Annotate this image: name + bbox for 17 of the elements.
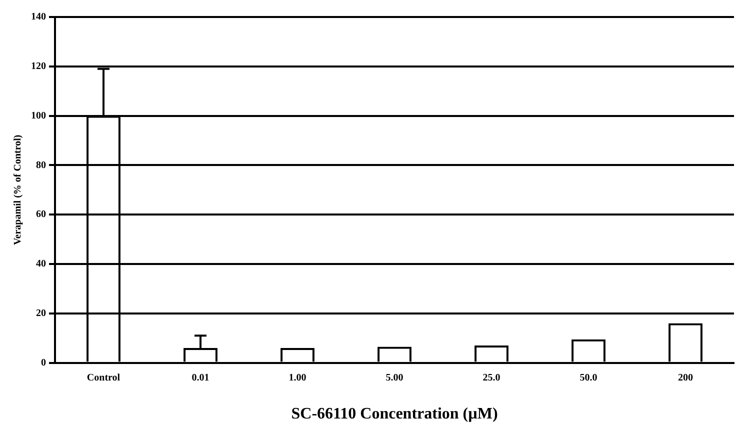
y-tick-label: 20 — [36, 308, 46, 319]
x-tick-label: 1.00 — [288, 372, 306, 384]
x-axis-title: SC-66110 Concentration (µM) — [291, 406, 498, 423]
y-tick-label: 120 — [31, 60, 46, 72]
x-tick-label: 200 — [678, 372, 693, 384]
x-tick-label: 5.00 — [386, 372, 404, 384]
y-tick-label: 0 — [41, 357, 46, 368]
y-tick-label: 60 — [36, 209, 46, 220]
x-tick-label: 50.0 — [580, 372, 598, 384]
y-tick-label: 100 — [31, 110, 46, 122]
x-tick-label: 25.0 — [482, 372, 500, 384]
x-tick-label: Control — [86, 372, 120, 384]
y-tick-label: 80 — [36, 160, 46, 171]
y-tick-label: 140 — [31, 12, 46, 23]
y-axis-title: Verapamil (% of Control) — [12, 134, 24, 246]
x-tick-label: 0.01 — [192, 372, 210, 384]
y-tick-label: 40 — [36, 258, 46, 270]
